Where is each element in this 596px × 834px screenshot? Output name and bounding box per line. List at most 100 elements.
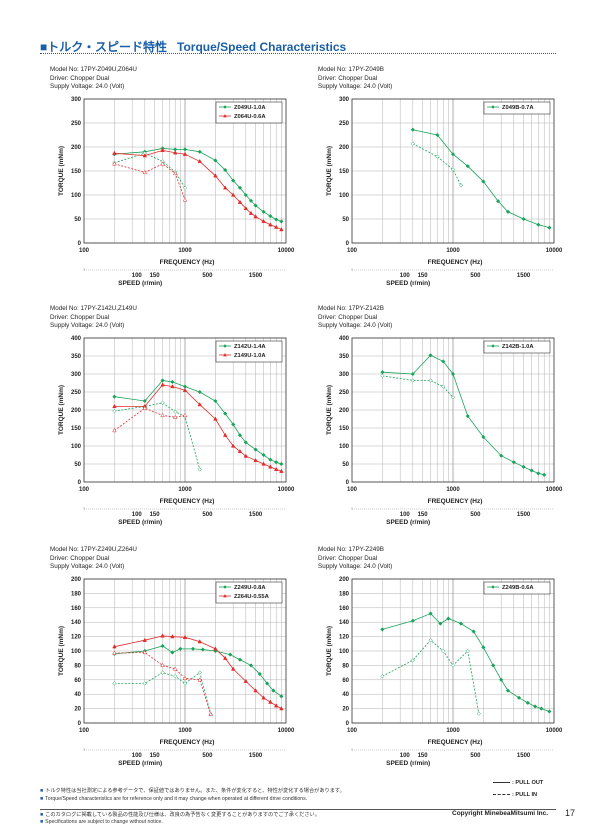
y-tick-label: 180 — [71, 591, 82, 597]
series-line — [114, 163, 186, 200]
legend-label: Z264U-0.55A — [234, 594, 270, 600]
footnote-en: ■ Torque/Speed characteristics are for re… — [40, 796, 308, 802]
data-point — [170, 634, 175, 639]
data-point — [170, 384, 175, 389]
y-tick-label: 50 — [342, 462, 349, 468]
y-tick-label: 100 — [339, 649, 350, 655]
y-tick-label: 250 — [71, 121, 82, 127]
data-point — [410, 371, 415, 377]
y-tick-label: 250 — [71, 390, 82, 396]
series-line — [382, 613, 550, 712]
data-point — [542, 472, 547, 477]
data-point — [142, 637, 148, 642]
plot-frame — [83, 98, 287, 244]
data-point — [547, 709, 552, 714]
x-tick-label: 100 — [347, 248, 358, 254]
data-point — [182, 681, 188, 686]
y-tick-label: 140 — [71, 620, 82, 626]
data-point — [197, 389, 202, 395]
data-point — [213, 416, 218, 421]
legend-box — [215, 581, 283, 604]
page-title: ■トルク・スピード特性 Torque/Speed Characteristics — [40, 40, 347, 54]
speed-tick-label: 500 — [470, 273, 481, 279]
y-tick-label: 300 — [71, 372, 82, 378]
plot-frame — [83, 337, 287, 483]
y-tick-label: 20 — [342, 707, 349, 713]
data-point — [465, 413, 470, 419]
x-tick-label: 100 — [79, 487, 90, 493]
chart-info: Model No: 17PY-Z049B Driver: Chopper Dua… — [318, 66, 393, 91]
legend: Z049U-1.0A Z064U-0.6A — [215, 101, 283, 124]
chart-svg: 0 20 40 60 80 100 120 140 160 180 200 100 1000 10000 F… — [326, 577, 563, 767]
x-tick-label: 1000 — [178, 248, 192, 254]
chart-info: Model No: 17PY-Z249U,Z264U Driver: Chopp… — [50, 546, 137, 571]
data-point — [380, 674, 385, 679]
y-tick-label: 50 — [342, 217, 349, 223]
data-point — [450, 395, 456, 400]
data-point — [222, 185, 228, 190]
data-point — [208, 711, 213, 717]
legend-label: Z049B-0.7A — [502, 105, 534, 111]
data-point — [173, 409, 178, 414]
data-point — [435, 154, 440, 159]
series-pull-in — [380, 373, 456, 400]
data-point — [505, 688, 511, 693]
series-pull-in — [112, 670, 213, 717]
data-point — [228, 652, 233, 657]
data-point — [230, 192, 236, 197]
x-axis-title: FREQUENCY (Hz) — [160, 498, 215, 505]
series-pull-out — [112, 643, 284, 699]
speed-axis-title: SPEED (r/min) — [118, 519, 162, 526]
data-point — [274, 460, 279, 465]
data-point — [481, 645, 486, 650]
y-tick-label: 150 — [339, 169, 350, 175]
data-point — [268, 464, 273, 469]
chart-info: Model No: 17PY-Z142U,Z149U Driver: Chopp… — [50, 305, 137, 330]
y-tick-label: 150 — [71, 426, 82, 432]
data-point — [173, 674, 178, 679]
chart-z049u-z064u: Model No: 17PY-Z049U,Z064U Driver: Chopp… — [50, 66, 320, 306]
data-point — [261, 452, 266, 458]
data-point — [223, 167, 228, 173]
legend: Z249B-0.6A — [483, 581, 551, 595]
data-point — [450, 167, 456, 172]
series-line — [114, 380, 282, 465]
data-point — [182, 387, 188, 392]
y-tick-label: 200 — [339, 577, 350, 583]
legend-box — [483, 581, 551, 595]
y-tick-label: 200 — [71, 577, 82, 583]
data-point — [471, 629, 476, 634]
data-point — [178, 646, 183, 651]
data-point — [112, 681, 117, 686]
data-point — [532, 704, 538, 709]
data-point — [450, 663, 456, 668]
speed-tick-label: 500 — [202, 753, 213, 759]
series-pull-out — [380, 353, 547, 477]
data-point — [410, 141, 415, 146]
page-title-en: Torque/Speed Characteristics — [177, 40, 347, 54]
data-point — [230, 666, 236, 671]
data-point — [279, 461, 284, 467]
data-point — [222, 655, 228, 660]
y-tick-label: 0 — [78, 241, 82, 247]
data-point — [257, 671, 262, 677]
data-point — [160, 670, 165, 675]
data-point — [237, 199, 243, 204]
chart-svg: 0 20 40 60 80 100 120 140 160 180 200 100 1000 10000 F… — [58, 577, 295, 767]
legend-label: Z142B-1.0A — [502, 344, 534, 350]
data-point — [170, 379, 175, 385]
data-point — [200, 647, 205, 652]
x-tick-label: 10000 — [278, 248, 295, 254]
y-tick-label: 40 — [74, 692, 81, 698]
legend-marker — [223, 353, 227, 357]
data-point — [410, 378, 415, 383]
data-point — [435, 132, 440, 138]
footnote2-jp: ■ このカタログに掲載している製品の性能及び仕様は、改良の為予告なく変更することが… — [40, 812, 320, 818]
x-axis-title: FREQUENCY (Hz) — [428, 739, 483, 746]
y-tick-label: 350 — [71, 354, 82, 360]
series-line — [412, 129, 550, 229]
x-tick-label: 100 — [347, 487, 358, 493]
series-pull-in — [112, 151, 188, 190]
data-point — [410, 658, 415, 663]
data-point — [279, 219, 284, 224]
